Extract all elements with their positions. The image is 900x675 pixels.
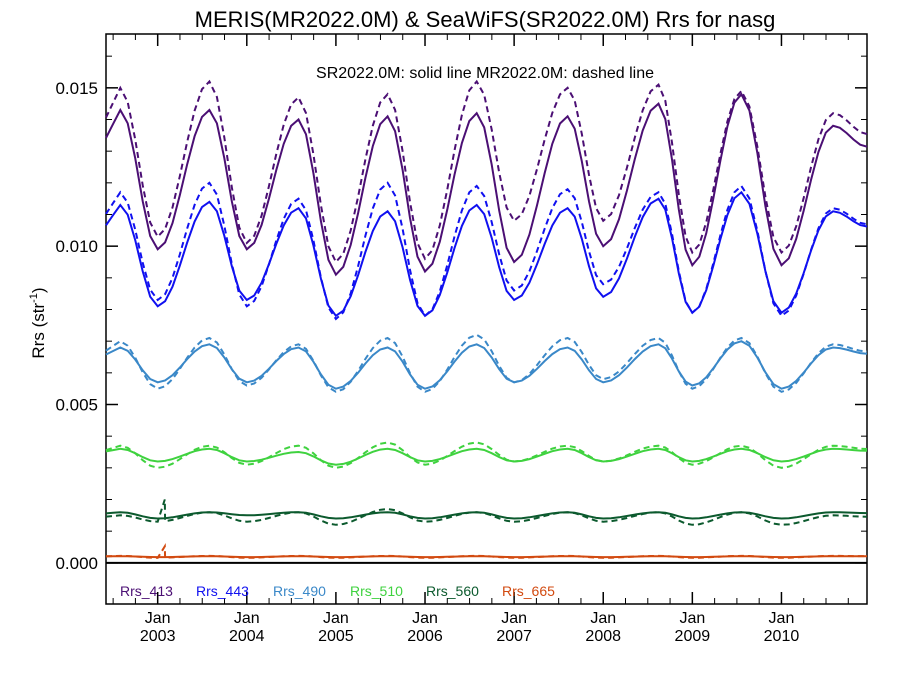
legend-item-rrs-413: Rrs_413 [120, 583, 173, 599]
chart-title: MERIS(MR2022.0M) & SeaWiFS(SR2022.0M) Rr… [195, 7, 776, 32]
y-axis: 0.000 0.005 0.010 0.015 [55, 55, 867, 573]
y-axis-label-text: Rrs (str [29, 303, 48, 359]
y-axis-label-superscript: -1 [28, 293, 40, 303]
legend-item-rrs-443: Rrs_443 [196, 583, 249, 599]
x-tick-month-label: Jan [234, 610, 260, 627]
x-tick-month-label: Jan [412, 610, 438, 627]
y-tick-label: 0.005 [55, 396, 98, 415]
x-tick-month-label: Jan [323, 610, 349, 627]
x-tick-month-label: Jan [590, 610, 616, 627]
series-line-rrs-413-mr-dashed [105, 79, 868, 264]
x-tick-year-label: 2010 [764, 628, 800, 645]
plot-area-frame [105, 33, 868, 605]
series-line-rrs-510-sr-solid [105, 447, 868, 466]
x-tick-year-label: 2009 [675, 628, 711, 645]
y-tick-label: 0.010 [55, 237, 98, 256]
x-tick-month-label: Jan [769, 610, 795, 627]
x-tick-month-label: Jan [679, 610, 705, 627]
x-tick-year-label: 2005 [318, 628, 354, 645]
x-tick-year-label: 2007 [496, 628, 532, 645]
series-line-rrs-443-sr-solid [105, 190, 868, 318]
legend-item-rrs-560: Rrs_560 [426, 583, 479, 599]
series-line-rrs-490-sr-solid [105, 340, 868, 390]
y-tick-label: 0.015 [55, 79, 98, 98]
legend-item-rrs-510: Rrs_510 [350, 583, 403, 599]
series-line-rrs-510-mr-dashed [105, 441, 868, 469]
series-line-rrs-490-mr-dashed [105, 333, 868, 393]
series-line-rrs-665-sr-solid [105, 555, 867, 559]
series-line-rrs-413-sr-solid [105, 92, 868, 277]
x-axis: Jan2003Jan2004Jan2005Jan2006Jan2007Jan20… [112, 34, 849, 645]
x-tick-month-label: Jan [501, 610, 527, 627]
legend-item-rrs-665: Rrs_665 [502, 583, 555, 599]
x-tick-year-label: 2008 [585, 628, 621, 645]
y-tick-label: 0.000 [55, 554, 98, 573]
legend: Rrs_413 Rrs_443 Rrs_490 Rrs_510 Rrs_560 Rrs_6… [120, 583, 555, 599]
x-tick-year-label: 2004 [229, 628, 265, 645]
series-lines [105, 79, 868, 559]
x-tick-year-label: 2003 [140, 628, 176, 645]
y-axis-label-close: ) [29, 287, 48, 293]
series-line-rrs-560-sr-solid [105, 511, 868, 520]
legend-item-rrs-490: Rrs_490 [273, 583, 326, 599]
x-tick-month-label: Jan [145, 610, 171, 627]
y-axis-label: Rrs (str-1) [28, 287, 48, 358]
series-line-rrs-443-mr-dashed [105, 181, 868, 321]
x-tick-year-label: 2006 [407, 628, 443, 645]
line-style-annotation: SR2022.0M: solid line MR2022.0M: dashed … [316, 65, 654, 82]
